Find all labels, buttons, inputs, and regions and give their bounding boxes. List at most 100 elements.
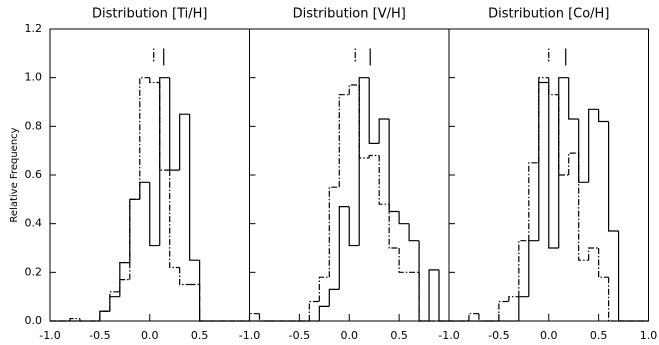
histogram-step	[338, 94, 350, 188]
panel-title: Distribution [Co/H]	[488, 7, 609, 22]
histogram-step	[199, 260, 210, 322]
histogram-step	[199, 284, 210, 322]
histogram-step	[119, 279, 130, 292]
histogram-step	[179, 267, 190, 286]
histogram-step	[598, 248, 609, 278]
x-tick-label: 0.5	[390, 329, 408, 342]
histogram-step	[438, 269, 449, 322]
histogram-step	[318, 305, 330, 321]
histogram-step	[328, 288, 340, 307]
histogram-step	[428, 269, 440, 321]
histogram-step	[328, 186, 340, 278]
histogram-step	[578, 119, 589, 183]
panel-title: Distribution [Ti/H]	[92, 7, 207, 22]
histogram-step	[129, 198, 140, 280]
x-tick-label: 0.0	[141, 329, 159, 342]
histogram-step	[348, 84, 360, 95]
histogram-step	[608, 277, 619, 322]
histogram-step	[79, 318, 90, 322]
histogram-step	[528, 240, 539, 297]
histogram-step	[179, 113, 190, 171]
histogram-step	[368, 154, 380, 158]
histogram-step	[608, 121, 619, 232]
y-axis-label: Relative Frequency	[9, 127, 20, 222]
histogram-step	[558, 94, 569, 176]
x-tick-label: -1.0	[39, 329, 60, 342]
y-tick-label: 0.4	[25, 217, 43, 230]
histogram-step	[538, 81, 549, 241]
histogram-step	[388, 204, 400, 249]
histogram-step	[518, 296, 529, 321]
histogram-step	[149, 77, 160, 84]
histogram-step	[149, 182, 160, 247]
histogram-step	[568, 152, 579, 175]
histogram-step	[548, 77, 559, 96]
histogram-step	[139, 77, 150, 200]
histogram-step	[388, 119, 400, 213]
histogram-step	[308, 300, 320, 321]
histogram-step	[139, 181, 150, 200]
histogram-step	[588, 108, 599, 183]
histogram-step	[189, 114, 200, 261]
histogram-step	[568, 77, 579, 120]
histogram-step	[318, 276, 330, 302]
x-tick-label: -0.5	[488, 329, 509, 342]
x-tick-label: -0.5	[289, 329, 310, 342]
x-tick-label: 1.0	[640, 329, 658, 342]
histogram-step	[248, 313, 260, 321]
y-tick-label: 0.8	[25, 119, 43, 132]
histogram-step	[119, 262, 130, 297]
histogram-step	[408, 223, 420, 242]
histogram-step	[109, 291, 120, 312]
histogram-step	[99, 310, 110, 321]
histogram-step	[588, 247, 599, 261]
histogram-step	[617, 230, 629, 322]
histogram-step	[418, 240, 430, 322]
histogram-step	[398, 248, 410, 273]
x-tick-label: -1.0	[239, 329, 260, 342]
histogram-step	[558, 77, 569, 248]
histogram-step	[478, 313, 489, 322]
histogram-step	[358, 77, 370, 246]
histogram-step	[468, 313, 479, 321]
x-tick-label: -1.0	[438, 329, 459, 342]
plot-frame	[49, 28, 250, 322]
x-tick-label: 0.0	[540, 329, 558, 342]
panel-title: Distribution [V/H]	[293, 7, 406, 22]
y-tick-label: 1.2	[25, 22, 43, 35]
histogram-step	[538, 77, 549, 163]
x-tick-label: -0.5	[89, 329, 110, 342]
x-tick-label: 0.0	[341, 329, 359, 342]
y-tick-label: 0.6	[25, 168, 43, 181]
histogram-step	[348, 206, 360, 247]
x-tick-label: 0.5	[191, 329, 209, 342]
histogram-step	[578, 153, 589, 261]
histogram-step	[518, 240, 529, 297]
histogram-step	[69, 317, 80, 321]
histogram-step	[418, 272, 430, 322]
histogram-step	[169, 170, 180, 269]
histogram-step	[129, 198, 140, 263]
histogram-step	[398, 211, 410, 225]
histogram-step	[368, 77, 380, 144]
histogram-step	[358, 84, 370, 159]
histogram-step	[109, 296, 120, 312]
x-tick-label: 0.5	[590, 329, 608, 342]
histogram-step	[159, 82, 170, 171]
histogram-step	[598, 109, 609, 123]
histogram-step	[258, 313, 270, 322]
histogram-step	[159, 77, 170, 246]
histogram-step	[508, 296, 519, 302]
y-tick-label: 0.0	[25, 314, 43, 327]
histogram-step	[528, 162, 539, 241]
histogram-step	[338, 206, 350, 290]
histogram-step	[378, 118, 390, 144]
y-tick-label: 1.0	[25, 71, 43, 84]
histogram-step	[99, 310, 110, 321]
histogram-step	[548, 82, 559, 249]
histogram-step	[498, 300, 509, 321]
histogram-step	[169, 77, 180, 171]
y-tick-label: 0.2	[25, 265, 43, 278]
histogram-step	[378, 155, 390, 205]
